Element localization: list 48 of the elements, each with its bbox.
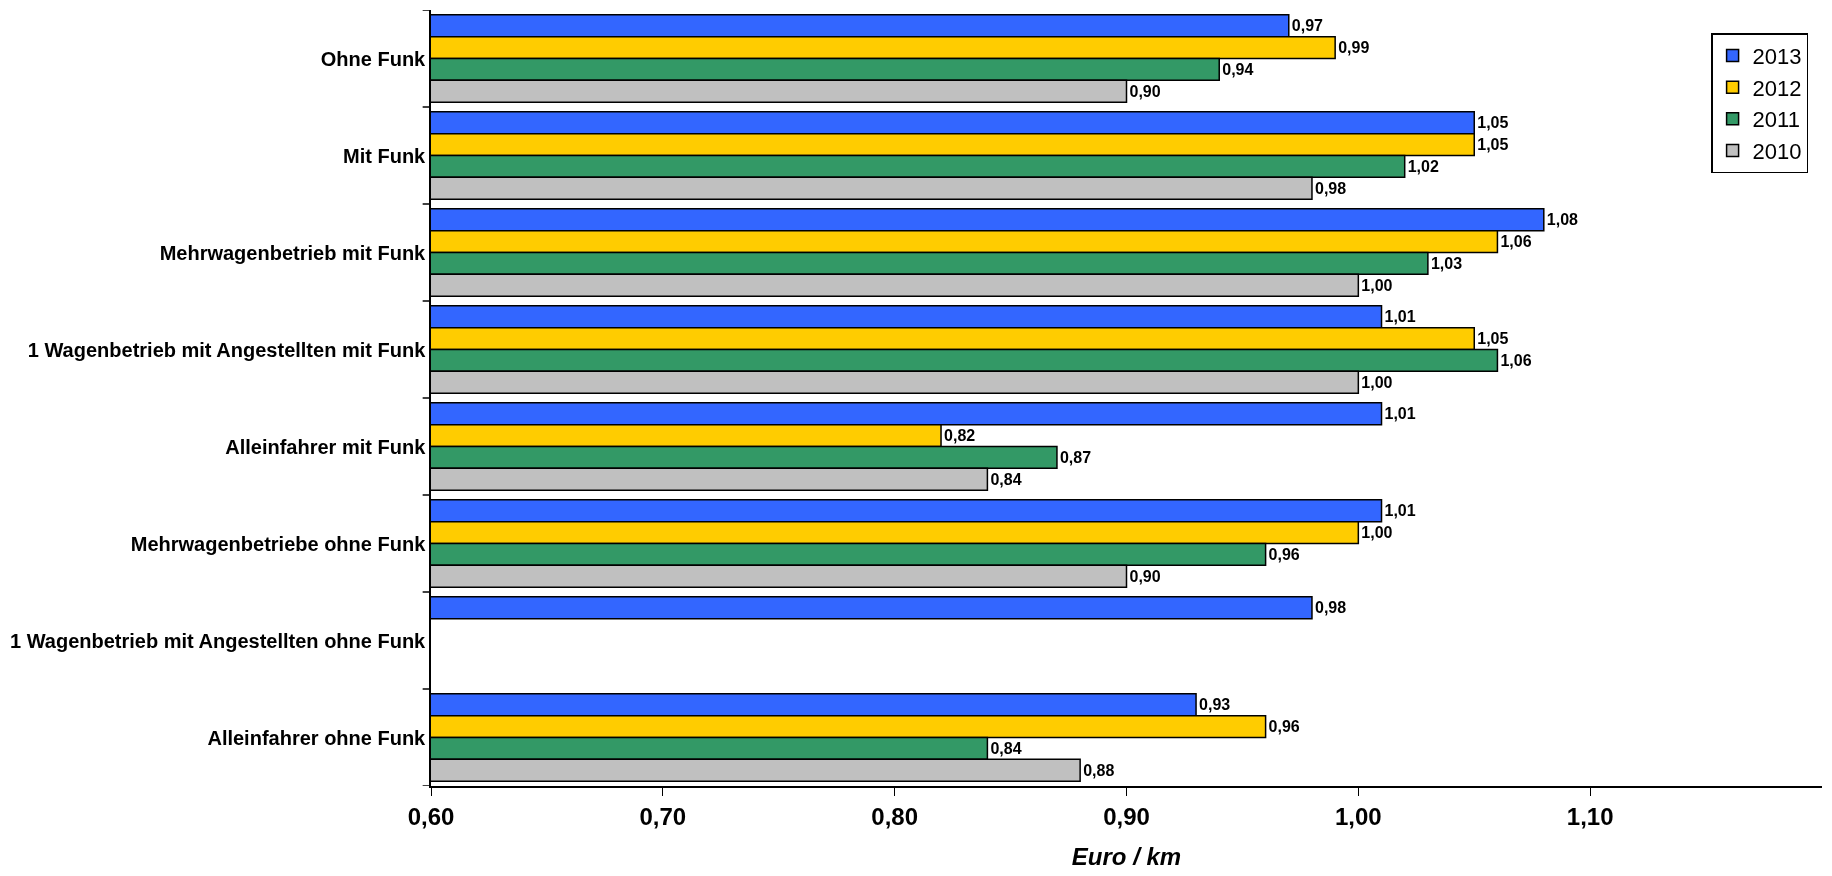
- data-label: 1,05: [1477, 136, 1509, 154]
- x-tick-label: 1,00: [1334, 802, 1382, 830]
- data-label: 0,87: [1059, 448, 1092, 466]
- y-tick-label: 1 Wagenbetrieb mit Angestellten mit Funk: [27, 338, 427, 361]
- data-label: 1,01: [1384, 502, 1416, 520]
- y-tick-label: Ohne Funk: [320, 47, 427, 70]
- data-label: 0,90: [1129, 82, 1161, 100]
- legend-label: 2011: [1752, 107, 1800, 133]
- data-label: 0,82: [944, 427, 976, 445]
- legend-label: 2010: [1752, 138, 1802, 164]
- x-tick-label: 0,60: [407, 802, 455, 830]
- data-label: 1,00: [1361, 524, 1393, 542]
- data-label: 1,06: [1500, 233, 1532, 251]
- data-label: 0,96: [1268, 545, 1300, 563]
- data-label: 0,88: [1083, 761, 1115, 779]
- x-tick-label: 0,90: [1103, 802, 1150, 830]
- data-label: 1,00: [1361, 276, 1393, 294]
- data-label: 1,08: [1546, 211, 1579, 229]
- data-label: 0,93: [1199, 696, 1231, 714]
- data-label: 0,84: [990, 739, 1022, 757]
- y-tick-label: Mit Funk: [343, 144, 427, 167]
- data-label: 1,05: [1477, 330, 1509, 348]
- legend-label: 2012: [1752, 75, 1802, 101]
- x-axis-title: Euro / km: [1071, 843, 1182, 871]
- data-label: 0,98: [1314, 599, 1347, 617]
- data-label: 0,99: [1338, 39, 1370, 57]
- x-tick-label: 0,70: [639, 802, 687, 830]
- data-label: 1,05: [1477, 114, 1509, 132]
- data-label: 1,02: [1407, 157, 1439, 175]
- data-label: 1,03: [1430, 254, 1463, 272]
- data-label: 0,97: [1291, 17, 1324, 35]
- y-tick-label: 1 Wagenbetrieb mit Angestellten ohne Funk: [10, 629, 427, 652]
- data-label: 1,06: [1500, 351, 1532, 369]
- data-label: 1,01: [1384, 308, 1416, 326]
- data-label: 0,90: [1129, 567, 1161, 585]
- data-label: 0,98: [1314, 179, 1347, 197]
- data-label: 1,00: [1361, 373, 1393, 391]
- data-label: 0,96: [1268, 718, 1300, 736]
- legend-label: 2013: [1752, 44, 1802, 70]
- y-tick-label: Alleinfahrer mit Funk: [225, 435, 427, 458]
- data-label: 0,84: [990, 470, 1022, 488]
- x-tick-label: 0,80: [871, 802, 919, 830]
- x-tick-label: 1,10: [1566, 802, 1614, 830]
- y-tick-label: Mehrwagenbetriebe ohne Funk: [130, 532, 427, 555]
- y-tick-label: Alleinfahrer ohne Funk: [207, 726, 427, 749]
- data-label: 0,94: [1222, 60, 1254, 78]
- y-tick-label: Mehrwagenbetrieb mit Funk: [159, 241, 427, 264]
- data-label: 1,01: [1384, 405, 1416, 423]
